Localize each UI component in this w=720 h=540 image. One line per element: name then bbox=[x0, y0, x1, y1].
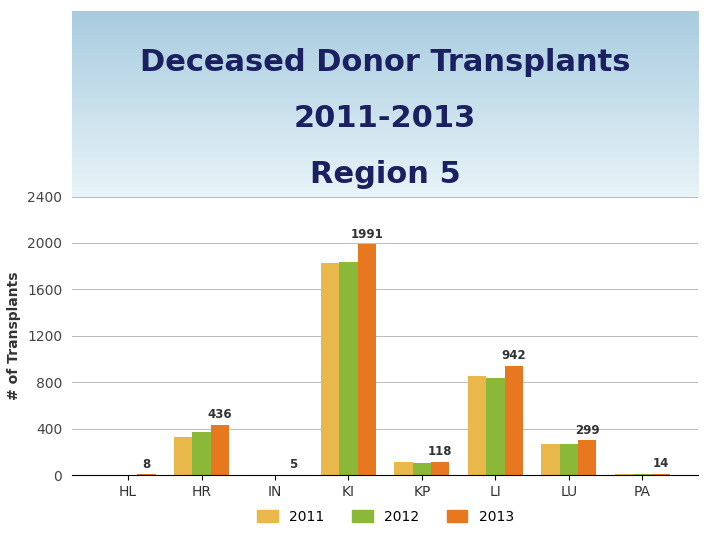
Bar bbox=[138, 474, 156, 475]
Bar bbox=[486, 378, 505, 475]
Text: 8: 8 bbox=[143, 458, 150, 471]
Text: 14: 14 bbox=[652, 457, 669, 470]
Bar bbox=[505, 366, 523, 475]
Text: 2011-2013: 2011-2013 bbox=[294, 104, 477, 133]
Bar bbox=[652, 474, 670, 475]
Bar bbox=[321, 263, 339, 475]
Bar bbox=[431, 462, 449, 475]
Text: Region 5: Region 5 bbox=[310, 160, 461, 189]
Text: 942: 942 bbox=[501, 349, 526, 362]
Bar bbox=[339, 261, 358, 475]
Text: Deceased Donor Transplants: Deceased Donor Transplants bbox=[140, 48, 631, 77]
Text: 5: 5 bbox=[289, 458, 297, 471]
Bar bbox=[413, 463, 431, 475]
Y-axis label: # of Transplants: # of Transplants bbox=[7, 272, 22, 400]
Bar bbox=[559, 444, 578, 475]
Legend: 2011, 2012, 2013: 2011, 2012, 2013 bbox=[251, 504, 519, 530]
Bar bbox=[615, 474, 633, 475]
Text: 118: 118 bbox=[428, 445, 453, 458]
Text: 299: 299 bbox=[575, 424, 600, 437]
Bar bbox=[174, 437, 192, 475]
Bar bbox=[633, 474, 652, 475]
Bar bbox=[211, 424, 229, 475]
Bar bbox=[578, 441, 596, 475]
Text: 436: 436 bbox=[207, 408, 232, 421]
Bar bbox=[192, 432, 211, 475]
Bar bbox=[468, 376, 486, 475]
Bar bbox=[358, 244, 376, 475]
Bar bbox=[395, 462, 413, 475]
Bar bbox=[541, 444, 559, 475]
Text: 1991: 1991 bbox=[351, 227, 383, 240]
